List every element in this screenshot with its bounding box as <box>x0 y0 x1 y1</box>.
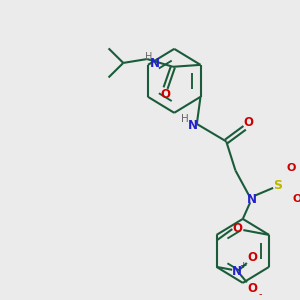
Text: N: N <box>232 265 242 278</box>
Text: H: H <box>181 114 189 124</box>
Text: O: O <box>160 88 171 101</box>
Text: N: N <box>188 119 198 132</box>
Text: H: H <box>145 52 153 62</box>
Text: O: O <box>292 194 300 204</box>
Text: O: O <box>243 116 253 130</box>
Text: S: S <box>273 179 282 193</box>
Text: O: O <box>248 282 257 295</box>
Text: N: N <box>247 193 257 206</box>
Text: O: O <box>248 251 257 264</box>
Text: O: O <box>232 222 242 235</box>
Text: N: N <box>149 57 160 70</box>
Text: O: O <box>287 163 296 172</box>
Text: -: - <box>259 289 262 299</box>
Text: +: + <box>239 261 247 270</box>
